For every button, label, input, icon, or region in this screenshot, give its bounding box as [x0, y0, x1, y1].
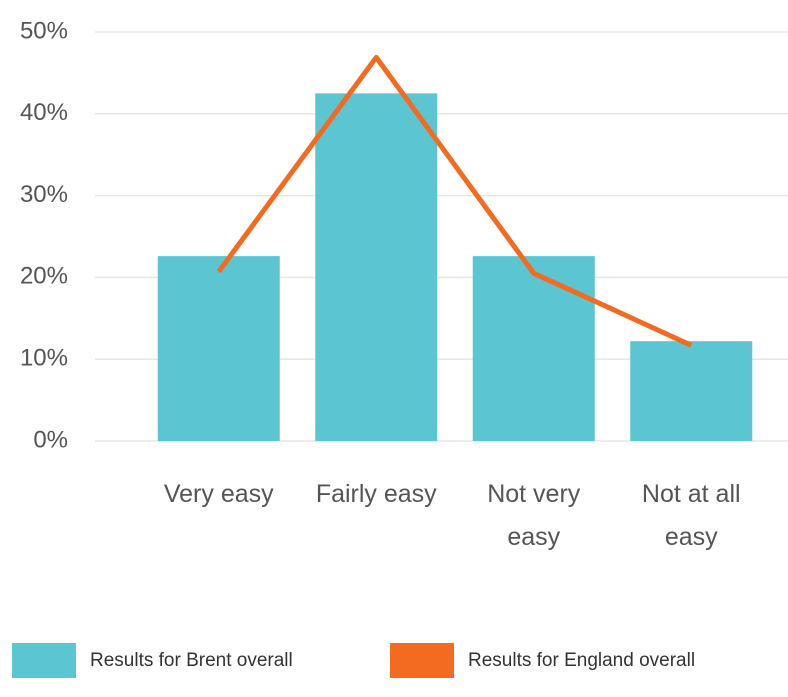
bar: [157, 256, 280, 441]
legend-label: Results for England overall: [468, 650, 695, 671]
x-tick-label: Very easy: [163, 480, 274, 508]
y-tick-label: 50%: [20, 17, 68, 44]
bar: [472, 256, 595, 441]
legend-swatch: [12, 643, 76, 678]
y-tick-label: 10%: [20, 345, 68, 372]
y-tick-label: 20%: [20, 263, 68, 290]
x-tick-label: Not at all easy: [641, 480, 741, 551]
x-tick-label: Fairly easy: [315, 480, 437, 508]
line: [216, 54, 693, 348]
x-tick-label: Not very easy: [487, 480, 581, 551]
legend-label: Results for Brent overall: [90, 650, 293, 671]
y-tick-label: 30%: [20, 181, 68, 208]
bar: [315, 93, 438, 441]
bar: [630, 341, 753, 441]
y-tick-label: 40%: [20, 99, 68, 126]
legend-swatch: [390, 643, 454, 678]
y-tick-label: 0%: [33, 426, 68, 453]
